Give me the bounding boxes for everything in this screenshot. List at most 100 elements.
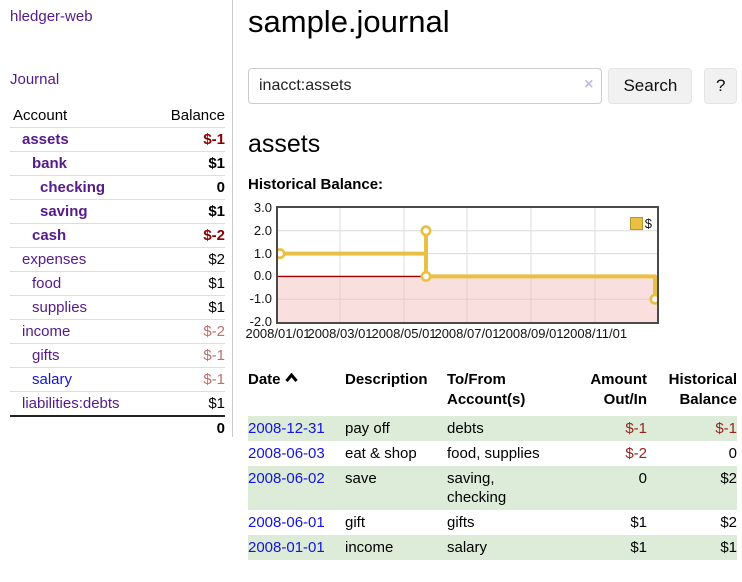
search-input[interactable] (248, 68, 603, 104)
account-link-cash[interactable]: cash (32, 227, 67, 244)
transaction-accounts: salary (447, 535, 562, 560)
legend-label: $ (644, 216, 652, 231)
transaction-balance: $-1 (647, 416, 737, 441)
chart-title: Historical Balance: (248, 176, 384, 193)
y-tick-label: -1.0 (249, 291, 272, 306)
sort-ascending-icon (284, 373, 298, 382)
account-row: liabilities:debts $1 (10, 391, 225, 417)
accounts-header-account: Account (13, 107, 68, 124)
search-form: × Search ? (248, 68, 737, 104)
account-balance: $-1 (203, 347, 225, 364)
date-header-label: Date (248, 371, 281, 388)
transaction-amount: 0 (562, 466, 647, 510)
account-row: checking 0 (10, 175, 225, 200)
transaction-date-link[interactable]: 2008-06-02 (248, 470, 325, 487)
x-tick-label: 2008/09/01 (498, 326, 564, 341)
app-brand-link[interactable]: hledger-web (10, 8, 93, 25)
account-balance: $-1 (203, 371, 225, 388)
transaction-balance: $2 (647, 466, 737, 510)
transaction-amount: $1 (562, 535, 647, 560)
account-link-supplies[interactable]: supplies (32, 299, 88, 316)
register-header-description: Description (345, 371, 428, 388)
account-link-saving[interactable]: saving (40, 203, 88, 220)
y-tick-label: 3.0 (253, 200, 272, 215)
register-header-date: Date (248, 368, 345, 416)
historical-balance-chart: 3.0 2.0 1.0 0.0 -1.0 -2.0 (245, 200, 737, 342)
account-balance: $1 (208, 275, 225, 292)
transaction-amount: $-1 (562, 416, 647, 441)
y-tick-label: -2.0 (249, 314, 272, 329)
x-tick-label: 2008/11/01 (562, 326, 628, 341)
transaction-accounts: debts (447, 416, 562, 441)
transaction-description: gift (345, 514, 366, 531)
accounts-total-value: 0 (216, 420, 225, 437)
account-balance: $1 (208, 155, 225, 172)
account-row: supplies $1 (10, 295, 225, 320)
account-row: food $1 (10, 271, 225, 296)
balance-line (278, 228, 657, 300)
register-header-amount: Amount Out/In (590, 371, 647, 408)
main-content: sample.journal × Search ? assets Histori… (245, 0, 737, 560)
account-balance: $-2 (203, 323, 225, 340)
account-row: assets $-1 (10, 127, 225, 152)
clear-search-icon[interactable]: × (584, 76, 594, 93)
transaction-accounts: saving, checking (447, 466, 562, 510)
account-balance: $-1 (203, 131, 225, 148)
accounts-header-balance: Balance (170, 107, 225, 124)
transaction-accounts: gifts (447, 514, 475, 531)
account-row: bank $1 (10, 151, 225, 176)
transaction-row: 2008-12-31 pay off debts $-1 $-1 (248, 416, 737, 441)
account-link-gifts[interactable]: gifts (32, 347, 60, 364)
x-tick-label: 2008/01/01 (245, 326, 311, 341)
transaction-description: eat & shop (345, 445, 417, 462)
account-balance: $-2 (203, 227, 225, 244)
transaction-accounts: food, supplies (447, 445, 540, 462)
account-link-income[interactable]: income (22, 323, 71, 340)
transaction-description: pay off (345, 416, 447, 441)
account-link-expenses[interactable]: expenses (22, 251, 87, 268)
account-link-salary[interactable]: salary (32, 371, 73, 388)
transaction-amount: $1 (630, 514, 647, 531)
account-link-bank[interactable]: bank (32, 155, 68, 172)
x-tick-label: 2008/07/01 (434, 326, 500, 341)
account-link-liabilities-debts[interactable]: liabilities:debts (22, 395, 120, 412)
x-tick-label: 2008/03/01 (307, 326, 373, 341)
account-row: saving $1 (10, 199, 225, 224)
account-balance: 0 (216, 179, 225, 196)
transaction-balance: 0 (728, 445, 737, 462)
chart-legend: $ (629, 216, 652, 231)
transaction-balance: $1 (647, 535, 737, 560)
transaction-date-link[interactable]: 2008-01-01 (248, 539, 325, 556)
transaction-description: income (345, 535, 447, 560)
account-balance: $1 (208, 395, 225, 412)
transaction-row: 2008-06-02 save saving, checking 0 $2 (248, 466, 737, 510)
sidebar-item-journal[interactable]: Journal (10, 71, 60, 88)
y-tick-label: 0.0 (253, 268, 272, 283)
transaction-balance: $2 (720, 514, 737, 531)
chart-canvas (278, 208, 657, 322)
account-row: gifts $-1 (10, 343, 225, 368)
transaction-date-link[interactable]: 2008-06-01 (248, 514, 325, 531)
accounts-table: Account Balance assets $-1 bank $1 check… (10, 105, 225, 440)
account-row: expenses $2 (10, 247, 225, 272)
search-button[interactable]: Search (608, 68, 693, 104)
negative-region (278, 276, 657, 322)
sidebar: hledger-web Journal Account Balance asse… (0, 0, 233, 437)
account-row: cash $-2 (10, 223, 225, 248)
x-tick-label: 2008/05/01 (371, 326, 437, 341)
account-balance: $1 (208, 299, 225, 316)
account-balance: $2 (208, 251, 225, 268)
transaction-row: 2008-01-01 income salary $1 $1 (248, 535, 737, 560)
data-point-markers (278, 225, 657, 305)
transaction-date-link[interactable]: 2008-12-31 (248, 420, 325, 437)
account-row: income $-2 (10, 319, 225, 344)
transaction-row: 2008-06-01 gift gifts $1 $2 (248, 510, 737, 535)
account-link-food[interactable]: food (32, 275, 62, 292)
transaction-amount: $-2 (625, 445, 647, 462)
transaction-row: 2008-06-03 eat & shop food, supplies $-2… (248, 441, 737, 466)
account-heading: assets (248, 130, 321, 158)
account-link-checking[interactable]: checking (40, 179, 106, 196)
account-link-assets[interactable]: assets (22, 131, 69, 148)
transaction-date-link[interactable]: 2008-06-03 (248, 445, 325, 462)
help-button[interactable]: ? (704, 68, 737, 104)
